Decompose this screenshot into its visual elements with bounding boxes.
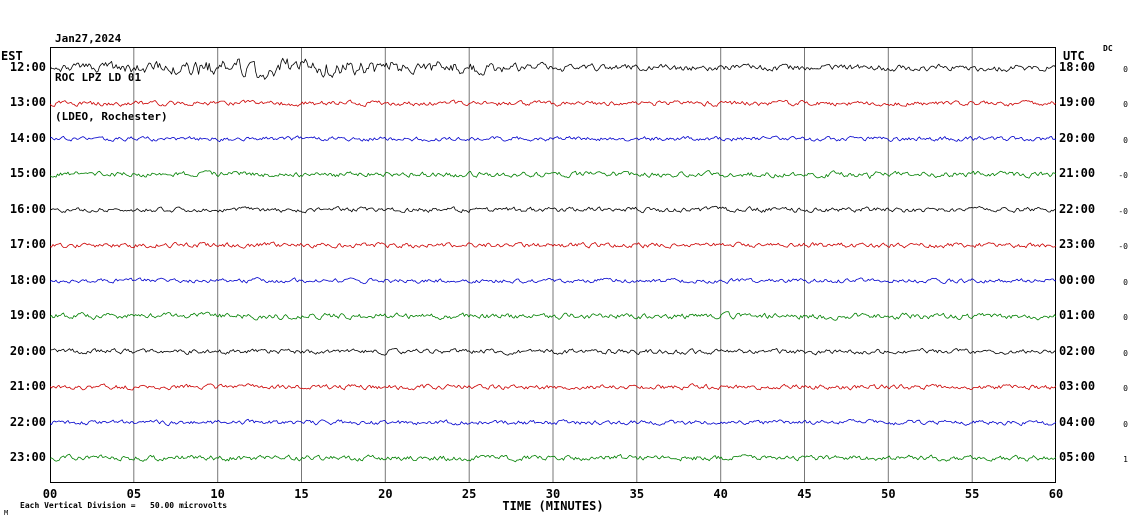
- gain-value: 1: [1123, 454, 1128, 464]
- gain-value: -0: [1118, 171, 1128, 181]
- est-label: 13:00: [9, 95, 46, 110]
- utc-label: 00:00: [1059, 272, 1096, 287]
- gain-value: -0: [1118, 242, 1128, 252]
- gain-value: -0: [1118, 206, 1128, 216]
- utc-label: 23:00: [1059, 237, 1096, 252]
- est-label: 19:00: [9, 308, 46, 323]
- seismogram-trace: [50, 277, 1056, 285]
- gain-value: 0: [1123, 277, 1128, 287]
- header-date: Jan27,2024: [55, 32, 122, 45]
- plot-border: [50, 47, 1056, 483]
- seismogram-trace: [50, 99, 1056, 107]
- x-axis-title: TIME (MINUTES): [502, 499, 604, 513]
- est-label: 21:00: [9, 379, 46, 394]
- x-tick-label: 00: [42, 487, 58, 501]
- utc-label: 20:00: [1059, 130, 1096, 145]
- right-timezone-label: UTC: [1063, 49, 1085, 63]
- utc-label: 21:00: [1059, 166, 1096, 181]
- est-label: 22:00: [9, 414, 46, 429]
- x-tick-label: 10: [210, 487, 225, 501]
- x-tick-label: 30: [545, 487, 561, 501]
- x-tick-label: 55: [964, 487, 980, 501]
- seismogram-plot: [50, 47, 1056, 483]
- utc-label: 01:00: [1059, 308, 1096, 323]
- est-label: 23:00: [9, 449, 46, 464]
- x-tick-label: 20: [378, 487, 393, 501]
- gain-value: 0: [1123, 100, 1128, 110]
- x-tick-label: 40: [713, 487, 728, 501]
- utc-label: 19:00: [1059, 95, 1096, 110]
- gain-value: 0: [1123, 348, 1128, 358]
- corner-mark: M: [4, 509, 9, 517]
- x-tick-label: 05: [126, 487, 142, 501]
- est-label: 20:00: [9, 343, 46, 358]
- x-tick-label: 35: [629, 487, 645, 501]
- est-label: 15:00: [9, 166, 46, 181]
- est-label: 12:00: [9, 60, 46, 74]
- utc-label: 03:00: [1059, 379, 1096, 394]
- scale-note: Each Vertical Division = 50.00 microvolt…: [20, 501, 228, 510]
- utc-label: 18:00: [1059, 60, 1096, 74]
- x-tick-label: 25: [461, 487, 477, 501]
- est-label: 16:00: [9, 201, 46, 216]
- seismogram-trace: [50, 418, 1056, 427]
- seismogram-trace: [50, 57, 1056, 80]
- gain-value: 0: [1123, 313, 1128, 323]
- seismogram-trace: [50, 241, 1056, 249]
- seismogram-trace: [50, 383, 1056, 391]
- utc-label: 02:00: [1059, 343, 1096, 358]
- utc-label: 22:00: [1059, 201, 1096, 216]
- header-station-id: ROC LPZ LD 01: [55, 71, 142, 84]
- gain-value: 0: [1123, 384, 1128, 394]
- seismogram-trace: [50, 347, 1056, 356]
- seismogram-trace: [50, 135, 1056, 143]
- seismogram-trace: [50, 453, 1056, 463]
- est-label: 17:00: [9, 237, 46, 252]
- gain-value: 0: [1123, 419, 1128, 429]
- est-label: 18:00: [9, 272, 46, 287]
- x-tick-label: 50: [881, 487, 896, 501]
- gain-value: 0: [1123, 65, 1128, 74]
- dc-offset-label: DC: [1103, 44, 1113, 53]
- left-timezone-label: EST: [1, 49, 23, 63]
- x-tick-label: 60: [1048, 487, 1064, 501]
- x-tick-label: 45: [797, 487, 812, 501]
- est-label: 14:00: [9, 130, 46, 145]
- gain-value: 0: [1123, 135, 1128, 145]
- seismogram-trace: [50, 170, 1056, 179]
- plot-header: Jan27,2024 ROC LPZ LD 01 (LDEO, Rocheste…: [55, 6, 168, 149]
- x-tick-label: 15: [294, 487, 309, 501]
- utc-label: 05:00: [1059, 449, 1096, 464]
- utc-label: 04:00: [1059, 414, 1096, 429]
- seismogram-trace: [50, 311, 1056, 321]
- header-network: (LDEO, Rochester): [55, 110, 168, 123]
- seismogram-trace: [50, 205, 1056, 214]
